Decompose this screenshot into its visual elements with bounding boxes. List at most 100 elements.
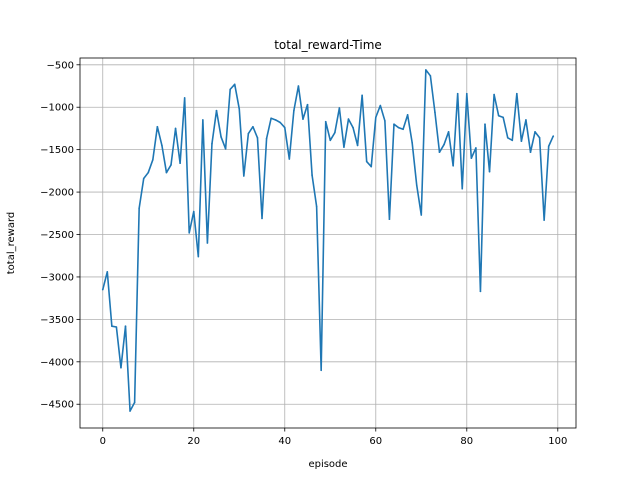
data-point [493,93,495,96]
data-point [265,137,268,140]
data-point [334,131,336,134]
data-point [238,108,241,110]
data-point [152,159,154,161]
x-axis-label: episode [308,459,347,470]
data-point [142,177,145,180]
data-point [356,144,359,147]
data-point [384,119,386,122]
data-point [261,217,263,220]
data-point [233,83,236,86]
series-line [101,69,554,412]
series-layer [101,69,555,412]
data-point [174,127,177,130]
data-point [274,119,277,121]
data-point [370,165,373,168]
x-tick-label: 100 [548,436,567,447]
data-point [538,136,541,139]
data-point [393,123,395,125]
data-point [443,143,445,146]
data-point [183,97,186,99]
y-tick-label: −500 [47,60,74,71]
x-tick-label: 0 [100,436,106,447]
data-point [206,242,209,244]
data-point [484,123,486,125]
data-point [415,184,418,187]
data-point [488,170,491,173]
x-axis-ticks: 0 20 40 60 80 100 [100,428,567,447]
data-point [229,88,231,91]
data-point [247,132,250,135]
data-point [293,109,295,112]
data-point [106,271,109,273]
data-point [479,290,482,293]
x-tick-label: 80 [460,436,473,447]
data-point [161,144,163,147]
data-point [192,210,195,213]
data-point [534,131,536,133]
data-point [224,148,227,150]
data-point [124,325,127,327]
data-point [525,119,527,121]
data-point [129,410,131,412]
data-point [547,145,550,148]
y-tick-label: −1000 [40,103,74,114]
data-point [529,151,532,153]
data-point [425,69,427,71]
y-tick-label: −3500 [40,315,74,326]
data-point [324,120,327,123]
data-point [270,117,272,120]
data-point [306,103,309,106]
data-point [352,126,354,129]
data-point [497,114,500,117]
data-point [465,92,468,95]
data-point [111,325,113,327]
y-tick-label: −2000 [40,188,74,199]
data-point [101,288,104,291]
data-point [197,255,200,258]
data-point [402,128,404,131]
data-point [470,157,473,159]
data-point [165,171,168,174]
y-tick-label: −4000 [40,357,74,368]
data-point [211,142,213,145]
data-point [379,104,382,107]
data-point [252,125,254,128]
data-point [411,142,413,144]
data-point [320,369,322,372]
data-point [170,164,172,166]
data-point [115,326,118,328]
data-point [156,125,159,128]
data-point [297,85,300,87]
data-point [520,140,523,142]
data-point [420,214,423,216]
data-point [133,401,136,404]
data-point [215,109,218,112]
data-point [374,116,377,119]
data-point [511,139,514,142]
data-point [388,218,391,221]
y-axis-label: total_reward [6,212,17,275]
data-point [447,131,450,133]
data-point [343,146,345,148]
data-point [543,219,545,221]
x-tick-label: 60 [369,436,382,447]
y-tick-label: −4500 [40,400,74,411]
y-tick-label: −2500 [40,230,74,241]
data-point [202,119,204,121]
data-point [302,118,304,120]
data-point [329,139,332,142]
data-point [506,136,509,139]
data-point [434,111,436,114]
data-point [279,121,282,124]
data-point [502,116,504,119]
data-point [552,135,555,137]
data-point [452,164,454,167]
data-point [461,187,464,190]
data-point [429,75,432,77]
data-point [283,126,286,129]
data-point [338,107,341,109]
data-point [120,366,122,369]
data-point [179,162,181,165]
